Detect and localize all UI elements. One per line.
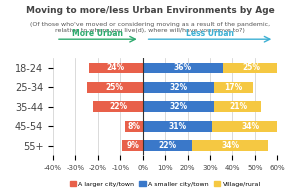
Text: 34%: 34% (221, 141, 239, 150)
Bar (192, 140, 268, 151)
Text: 32%: 32% (169, 102, 188, 111)
Bar (214, 82, 253, 93)
Text: 22%: 22% (109, 102, 127, 111)
Text: 25%: 25% (242, 63, 260, 72)
Bar (143, 121, 212, 132)
Text: Moving to more/less Urban Environments by Age: Moving to more/less Urban Environments b… (26, 6, 275, 15)
Text: (Of those who've moved or considering moving as a result of the pandemic,
relati: (Of those who've moved or considering mo… (30, 22, 270, 33)
Text: 21%: 21% (229, 102, 247, 111)
Bar (143, 102, 214, 112)
Text: 17%: 17% (224, 83, 243, 92)
Bar (224, 63, 279, 73)
Text: 9%: 9% (126, 141, 139, 150)
Text: 34%: 34% (241, 122, 259, 131)
Text: 8%: 8% (127, 122, 140, 131)
Bar (93, 102, 143, 112)
Text: More Urban: More Urban (72, 29, 123, 38)
Text: 22%: 22% (158, 141, 176, 150)
Bar (87, 82, 143, 93)
Text: 24%: 24% (107, 63, 125, 72)
Text: Less Urban: Less Urban (186, 29, 234, 38)
Text: 36%: 36% (174, 63, 192, 72)
Bar (89, 63, 143, 73)
Legend: A larger city/town, A smaller city/town, Village/rural: A larger city/town, A smaller city/town,… (67, 179, 263, 189)
Bar (143, 63, 224, 73)
Text: 25%: 25% (106, 83, 124, 92)
Bar (143, 140, 192, 151)
Bar (212, 121, 288, 132)
Text: 31%: 31% (168, 122, 187, 131)
Bar (122, 140, 143, 151)
Bar (214, 102, 262, 112)
Text: 32%: 32% (169, 83, 188, 92)
Bar (125, 121, 143, 132)
Bar (143, 82, 214, 93)
